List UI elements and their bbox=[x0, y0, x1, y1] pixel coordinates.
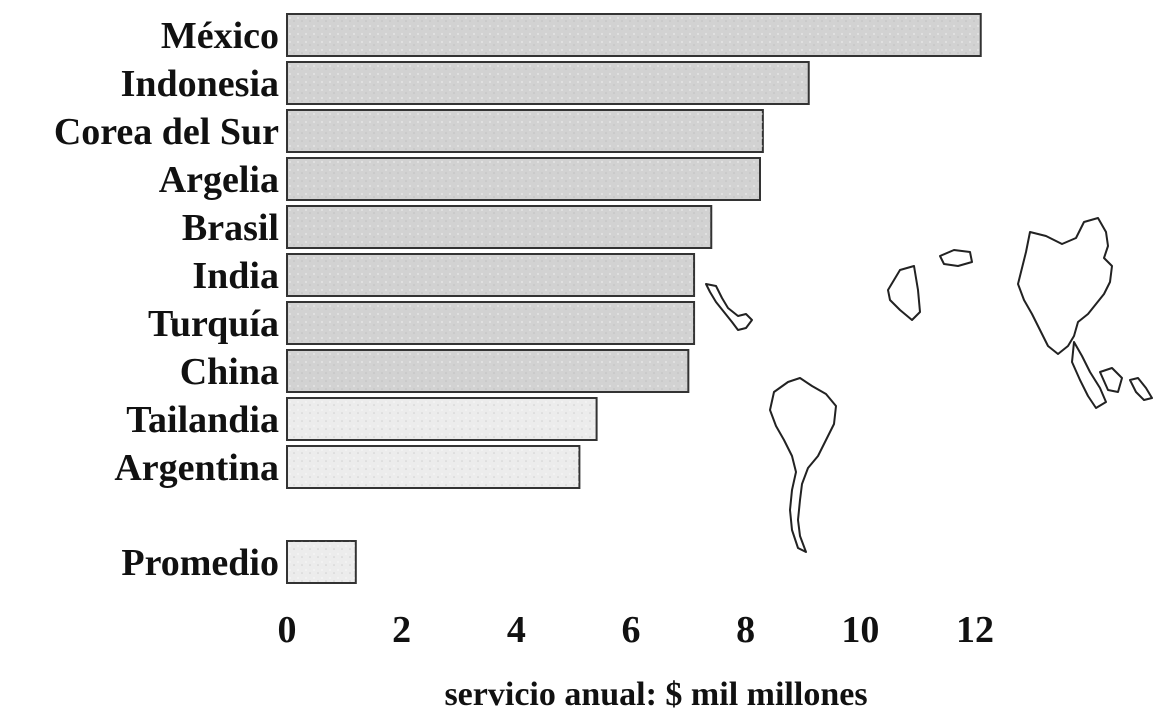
bar-2 bbox=[286, 109, 764, 153]
x-tick-label-5: 10 bbox=[841, 609, 879, 651]
bar-3 bbox=[286, 157, 761, 201]
x-tick-label-6: 12 bbox=[956, 609, 994, 651]
category-label-7: China bbox=[180, 351, 279, 393]
bar-7 bbox=[286, 349, 690, 393]
x-tick-label-1: 2 bbox=[392, 609, 411, 651]
bar-texture-4 bbox=[287, 206, 712, 248]
category-label-3: Argelia bbox=[159, 159, 279, 201]
x-tick-label-3: 6 bbox=[622, 609, 641, 651]
bar-4 bbox=[286, 205, 713, 249]
bar-texture-5 bbox=[287, 254, 695, 296]
bar-0 bbox=[286, 13, 982, 57]
bar-6 bbox=[286, 301, 696, 345]
category-label-2: Corea del Sur bbox=[54, 111, 279, 153]
bar-texture-9 bbox=[287, 446, 580, 488]
x-tick-label-0: 0 bbox=[278, 609, 297, 651]
bar-1 bbox=[286, 61, 810, 105]
bar-9 bbox=[286, 445, 581, 489]
category-label-1: Indonesia bbox=[121, 63, 279, 105]
x-tick-label-2: 4 bbox=[507, 609, 526, 651]
category-label-4: Brasil bbox=[182, 207, 279, 249]
category-label-0: México bbox=[161, 15, 279, 57]
bar-texture-7 bbox=[287, 350, 689, 392]
bar-8 bbox=[286, 397, 598, 441]
category-label-8: Tailandia bbox=[126, 399, 279, 441]
bar-10 bbox=[286, 540, 357, 584]
x-axis-title: servicio anual: $ mil millones bbox=[444, 676, 867, 713]
x-axis-ticks: 0 2 4 6 8 10 12 bbox=[278, 609, 995, 651]
x-tick-label-4: 8 bbox=[736, 609, 755, 651]
category-labels: México Indonesia Corea del Sur Argelia Brasi… bbox=[54, 15, 279, 584]
bar-texture-6 bbox=[287, 302, 695, 344]
bars-group bbox=[286, 13, 982, 584]
category-label-10: Promedio bbox=[121, 542, 279, 584]
category-label-6: Turquía bbox=[148, 303, 279, 345]
bar-texture-8 bbox=[287, 398, 597, 440]
bar-5 bbox=[286, 253, 696, 297]
bar-texture-0 bbox=[287, 14, 981, 56]
world-map-regions-icon bbox=[705, 217, 1153, 553]
bar-texture-3 bbox=[287, 158, 760, 200]
bar-texture-10 bbox=[287, 541, 356, 583]
bar-texture-1 bbox=[287, 62, 809, 104]
bar-texture-2 bbox=[287, 110, 763, 152]
category-label-9: Argentina bbox=[114, 447, 279, 489]
category-label-5: India bbox=[192, 255, 279, 297]
